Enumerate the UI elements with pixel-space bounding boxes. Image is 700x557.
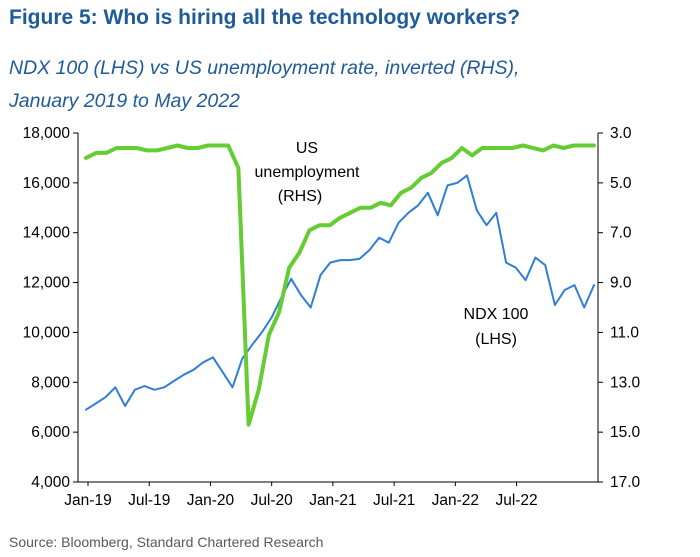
ndx-annotation-line-1: NDX 100 (464, 306, 529, 323)
unemployment-series-line (84, 143, 596, 427)
left-tick-label: 16,000 (23, 175, 71, 192)
right-tick-label: 13.0 (610, 374, 641, 391)
right-y-ticks: 3.0 5.0 7.0 9.0 11.0 13.0 15.0 17.0 (598, 125, 641, 491)
subtitle-line-1: NDX 100 (LHS) vs US unemployment rate, i… (9, 57, 520, 79)
ndx-annotation: NDX 100 (LHS) (464, 306, 529, 348)
right-tick-label: 15.0 (610, 424, 641, 441)
right-tick-label: 7.0 (610, 225, 632, 242)
left-tick-label: 10,000 (23, 324, 71, 341)
unemployment-annotation-line-2: unemployment (255, 164, 361, 181)
left-y-ticks: 18,000 16,000 14,000 12,000 10,000 8,000 6,000… (23, 125, 78, 491)
x-tick-label: Jan-21 (309, 492, 356, 509)
left-tick-label: 12,000 (23, 275, 71, 292)
unemployment-annotation-line-3: (RHS) (278, 188, 322, 205)
subtitle-line-2: January 2019 to May 2022 (9, 90, 240, 112)
x-axis-ticks: Jan-19 Jul-19 Jan-20 Jul-20 Jan-21 Jul-21 Jan-… (64, 482, 538, 509)
unemployment-annotation: US unemployment (RHS) (255, 140, 361, 205)
figure-subtitle: NDX 100 (LHS) vs US unemployment rate, i… (9, 52, 669, 118)
left-tick-label: 14,000 (23, 225, 71, 242)
right-tick-label: 17.0 (610, 474, 641, 491)
left-tick-label: 6,000 (31, 424, 70, 441)
series-layer (84, 143, 596, 427)
unemployment-annotation-line-1: US (296, 140, 318, 157)
x-tick-label: Jan-19 (64, 492, 111, 509)
x-tick-label: Jul-19 (128, 492, 170, 509)
figure-title: Figure 5: Who is hiring all the technolo… (9, 6, 521, 29)
ndx-series-line (85, 174, 595, 411)
left-tick-label: 8,000 (31, 374, 70, 391)
x-tick-label: Jan-20 (187, 492, 235, 509)
x-tick-label: Jul-22 (495, 492, 537, 509)
right-tick-label: 3.0 (610, 125, 632, 142)
right-tick-label: 5.0 (610, 175, 632, 192)
left-tick-label: 4,000 (31, 474, 70, 491)
ndx-annotation-line-2: (LHS) (475, 331, 517, 348)
right-tick-label: 9.0 (610, 275, 632, 292)
source-note: Source: Bloomberg, Standard Chartered Re… (9, 534, 324, 550)
x-tick-label: Jul-20 (251, 492, 294, 509)
x-tick-label: Jan-22 (432, 492, 479, 509)
x-tick-label: Jul-21 (373, 492, 415, 509)
right-tick-label: 11.0 (610, 324, 639, 341)
left-tick-label: 18,000 (23, 125, 71, 142)
chart-axes (77, 133, 599, 483)
